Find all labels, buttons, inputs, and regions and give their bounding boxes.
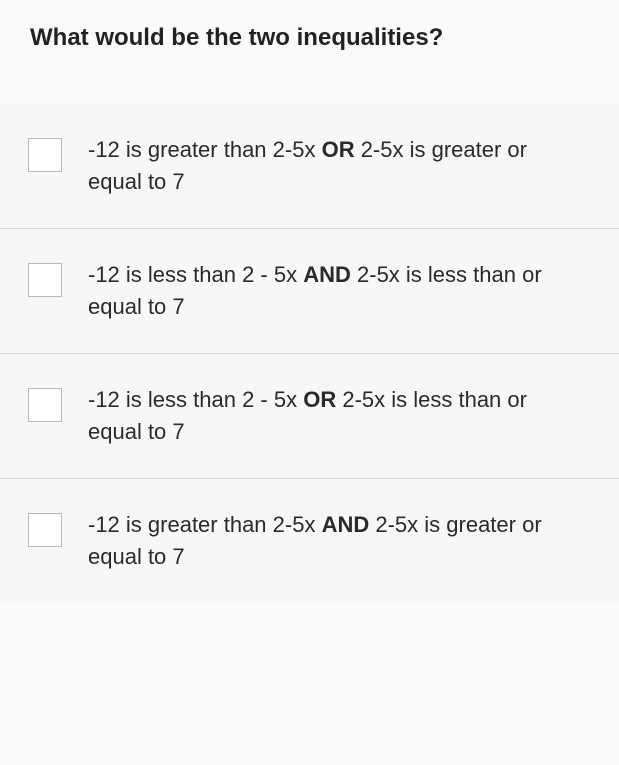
option-row[interactable]: -12 is greater than 2-5x OR 2-5x is grea… xyxy=(0,104,619,228)
question-prompt: What would be the two inequalities? xyxy=(0,0,619,104)
option-text: -12 is greater than 2-5x AND 2-5x is gre… xyxy=(88,509,589,573)
option-text-bold: OR xyxy=(303,387,336,412)
option-text-pre: -12 is less than 2 - 5x xyxy=(88,262,303,287)
option-row[interactable]: -12 is greater than 2-5x AND 2-5x is gre… xyxy=(0,478,619,603)
option-text-pre: -12 is less than 2 - 5x xyxy=(88,387,303,412)
option-text-bold: AND xyxy=(322,512,370,537)
option-text: -12 is less than 2 - 5x OR 2-5x is less … xyxy=(88,384,589,448)
checkbox[interactable] xyxy=(28,263,62,297)
option-text-pre: -12 is greater than 2-5x xyxy=(88,137,322,162)
option-text-pre: -12 is greater than 2-5x xyxy=(88,512,322,537)
option-row[interactable]: -12 is less than 2 - 5x OR 2-5x is less … xyxy=(0,353,619,478)
option-row[interactable]: -12 is less than 2 - 5x AND 2-5x is less… xyxy=(0,228,619,353)
checkbox[interactable] xyxy=(28,513,62,547)
checkbox[interactable] xyxy=(28,388,62,422)
option-text: -12 is less than 2 - 5x AND 2-5x is less… xyxy=(88,259,589,323)
option-text-bold: OR xyxy=(322,137,355,162)
quiz-container: What would be the two inequalities? -12 … xyxy=(0,0,619,765)
option-text: -12 is greater than 2-5x OR 2-5x is grea… xyxy=(88,134,589,198)
checkbox[interactable] xyxy=(28,138,62,172)
options-list: -12 is greater than 2-5x OR 2-5x is grea… xyxy=(0,104,619,765)
option-text-bold: AND xyxy=(303,262,351,287)
